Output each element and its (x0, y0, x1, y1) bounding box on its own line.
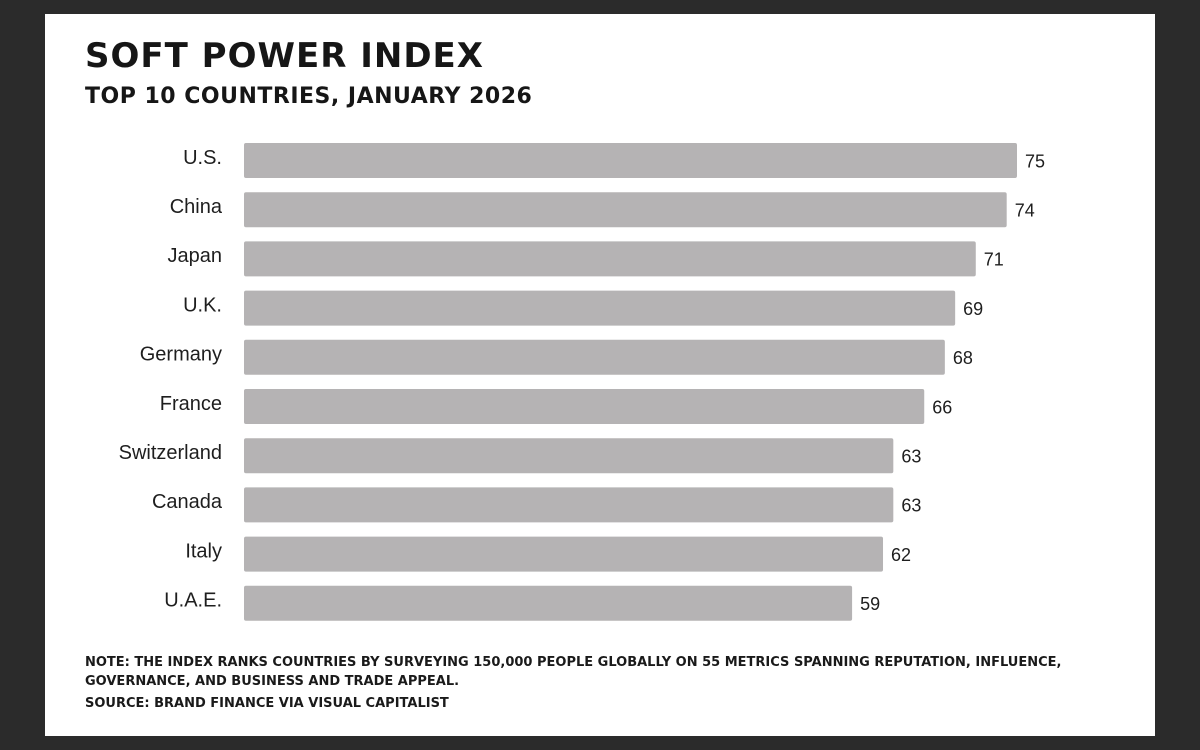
bar-u-a-e (244, 585, 853, 621)
chart-source: SOURCE: BRAND FINANCE VIA VISUAL CAPITAL… (85, 696, 449, 711)
category-label: China (170, 196, 223, 218)
value-label: 59 (860, 594, 880, 614)
value-label: 74 (1015, 200, 1035, 220)
value-label: 62 (891, 545, 911, 565)
bar-japan (244, 241, 976, 277)
category-label: France (160, 393, 222, 415)
chart-note: NOTE: THE INDEX RANKS COUNTRIES BY SURVE… (85, 655, 1062, 689)
category-label: U.S. (183, 147, 222, 169)
category-label: Japan (168, 245, 223, 267)
bar-u-k (244, 290, 956, 326)
category-label: U.A.E. (164, 590, 222, 612)
bar-canada (244, 487, 894, 523)
category-label: U.K. (183, 294, 222, 316)
bar-france (244, 389, 925, 424)
value-label: 63 (901, 446, 921, 466)
bar-italy (244, 536, 884, 572)
value-label: 68 (953, 348, 973, 368)
chart-subtitle: TOP 10 COUNTRIES, JANUARY 2026 (85, 84, 533, 109)
category-label: Canada (152, 491, 223, 513)
chart-card: SOFT POWER INDEX TOP 10 COUNTRIES, JANUA… (45, 14, 1155, 736)
value-label: 75 (1025, 151, 1045, 171)
category-label: Germany (140, 344, 222, 366)
bar-u-s (244, 143, 1017, 178)
chart-title: SOFT POWER INDEX (85, 36, 484, 76)
value-label: 63 (901, 496, 921, 516)
value-label: 69 (963, 299, 983, 319)
bar-chart: U.S. 75 China 74 Japan 71 U.K. 69 Germany 68 Franc… (119, 143, 1045, 621)
bar-germany (244, 339, 945, 375)
value-label: 71 (984, 250, 1004, 270)
bar-china (244, 192, 1007, 228)
bar-switzerland (244, 438, 894, 474)
category-label: Switzerland (119, 442, 222, 464)
value-label: 66 (932, 397, 952, 417)
category-label: Italy (185, 540, 222, 562)
